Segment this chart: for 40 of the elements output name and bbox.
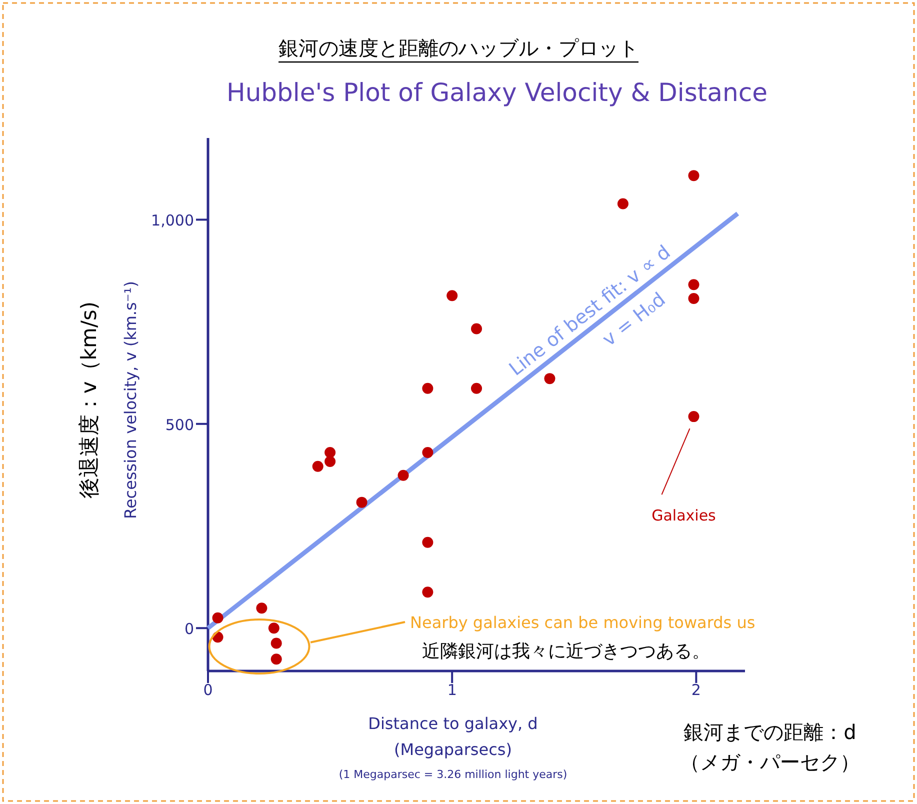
text: 後退速度：v（km/s) xyxy=(77,301,101,499)
point xyxy=(471,382,482,394)
text: (1 Megaparsec = 3.26 million light years) xyxy=(338,768,568,781)
y-axis-title: Recession velocity, v (km.s⁻¹) xyxy=(121,281,140,519)
point xyxy=(356,496,368,508)
point xyxy=(268,622,280,634)
point xyxy=(324,456,336,467)
point xyxy=(617,198,628,210)
point xyxy=(688,293,700,304)
annotation: Galaxies xyxy=(652,506,716,525)
point xyxy=(256,602,268,614)
annotation: Nearby galaxies can be moving towards us xyxy=(410,613,756,632)
point xyxy=(688,170,700,182)
annotation: 近隣銀河は我々に近づきつつある。 xyxy=(422,641,710,662)
text: 銀河までの距離：d xyxy=(684,720,856,744)
chart-title: 銀河の速度と距離のハッブル・プロット xyxy=(278,36,638,60)
point xyxy=(324,446,336,458)
point xyxy=(312,460,324,472)
point xyxy=(688,411,700,422)
y-tick-label: 1,000 xyxy=(151,212,194,230)
x-axis-title: Distance to galaxy, d (Megaparsecs) xyxy=(368,714,538,759)
point xyxy=(688,279,700,290)
point xyxy=(422,586,434,598)
point xyxy=(212,612,224,624)
point xyxy=(270,638,282,649)
point xyxy=(422,536,434,548)
x-tick-label: 2 xyxy=(691,681,701,699)
point xyxy=(398,470,409,481)
point xyxy=(544,373,556,384)
point xyxy=(446,290,458,302)
x-tick-label: 0 xyxy=(203,681,213,699)
point xyxy=(422,446,434,458)
text: （メガ・パーセク） xyxy=(680,750,860,774)
point xyxy=(471,323,482,334)
chart-subtitle: Hubble's Plot of Galaxy Velocity & Distance xyxy=(226,78,768,107)
y-tick-label: 500 xyxy=(165,416,194,434)
point xyxy=(270,654,282,665)
y-tick-label: 0 xyxy=(184,620,194,638)
x-tick-label: 1 xyxy=(447,681,457,699)
point xyxy=(422,382,434,394)
